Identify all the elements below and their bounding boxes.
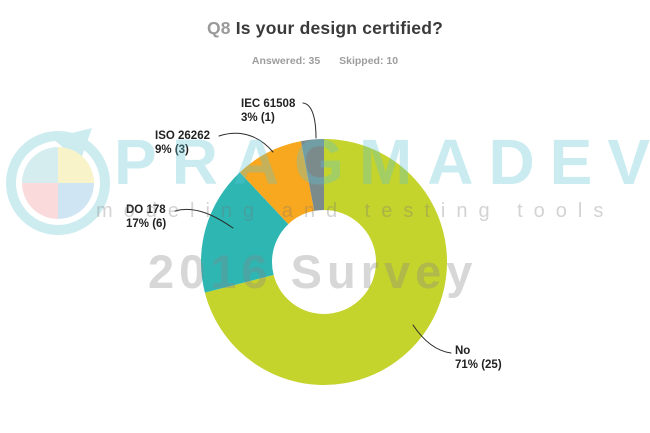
- slice-label-no: No 71% (25): [455, 344, 502, 372]
- donut-slice-iec-61508[interactable]: [300, 139, 324, 211]
- leader-line-iec-61508: [302, 102, 317, 139]
- answered-count: Answered: 35: [251, 55, 321, 67]
- slice-label-stat: 3% (1): [241, 112, 275, 124]
- leader-line-no: [412, 324, 452, 354]
- slice-label-iso-26262: ISO 26262 9% (3): [155, 129, 210, 157]
- leader-line-iso-26262: [218, 132, 274, 153]
- chart-title: Q8 Is your design certified?: [0, 18, 650, 39]
- slice-label-name: IEC 61508: [241, 98, 296, 110]
- donut-slice-no[interactable]: [204, 139, 447, 385]
- slice-label-iec-61508: IEC 61508 3% (1): [241, 97, 295, 125]
- slice-label-do-178: DO 178 17% (6): [126, 203, 166, 231]
- donut-slice-iso-26262[interactable]: [239, 141, 315, 225]
- slice-label-name: DO 178: [126, 204, 166, 216]
- slice-label-stat: 9% (3): [155, 144, 189, 156]
- slice-label-stat: 71% (25): [455, 359, 502, 371]
- slice-label-name: ISO 26262: [155, 130, 210, 142]
- donut-slice-do-178[interactable]: [200, 172, 289, 293]
- slice-label-stat: 17% (6): [126, 218, 167, 230]
- donut-slices: [200, 139, 447, 385]
- question-number: Q8: [206, 18, 231, 38]
- slice-label-name: No: [455, 345, 471, 357]
- skipped-count: Skipped: 10: [339, 55, 399, 67]
- question-text: Is your design certified?: [235, 18, 444, 38]
- chart-stats: Answered: 35 Skipped: 10: [0, 55, 650, 67]
- leader-line-do-178: [174, 208, 234, 229]
